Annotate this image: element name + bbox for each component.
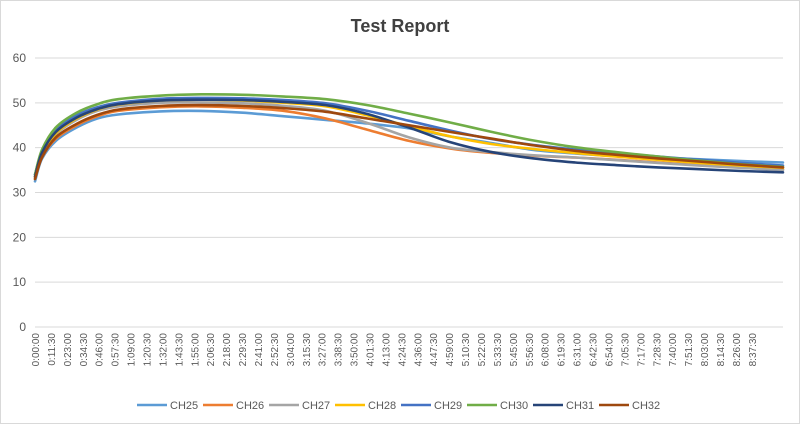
y-tick-label: 40 [13, 141, 27, 155]
x-tick-label: 3:50:00 [350, 333, 361, 367]
x-tick-label: 8:26:00 [732, 333, 743, 367]
x-tick-label: 5:10:30 [461, 333, 472, 367]
x-tick-label: 6:42:30 [589, 333, 600, 367]
legend-label: CH26 [236, 400, 264, 412]
x-tick-label: 4:36:00 [413, 333, 424, 367]
x-tick-label: 6:08:00 [541, 333, 552, 367]
x-tick-label: 5:33:30 [493, 333, 504, 367]
x-tick-label: 7:05:30 [620, 333, 631, 367]
gridlines [35, 57, 783, 328]
x-tick-label: 1:20:30 [143, 333, 154, 367]
x-tick-label: 7:40:00 [668, 333, 679, 367]
x-tick-label: 2:52:30 [270, 333, 281, 367]
x-tick-label: 4:13:00 [381, 333, 392, 367]
x-tick-label: 1:55:00 [190, 333, 201, 367]
x-tick-label: 8:14:30 [716, 333, 727, 367]
chart-title: Test Report [351, 16, 450, 36]
legend-label: CH28 [368, 400, 396, 412]
x-tick-label: 3:38:30 [334, 333, 345, 367]
series-lines [33, 92, 785, 183]
legend-label: CH29 [434, 400, 462, 412]
x-tick-label: 0:23:00 [63, 333, 74, 367]
series-line-ch32 [33, 103, 785, 181]
y-axis: 0 10 20 30 40 50 60 [13, 51, 27, 334]
x-tick-label: 8:03:00 [700, 333, 711, 367]
x-tick-label: 3:04:00 [286, 333, 297, 367]
x-tick-label: 4:24:30 [397, 333, 408, 367]
y-tick-label: 10 [13, 275, 27, 289]
legend: CH25 CH26 CH27 CH28 CH29 CH30 CH31 CH32 [137, 400, 660, 412]
x-tick-label: 0:11:30 [47, 333, 58, 366]
x-tick-label: 3:27:00 [318, 333, 329, 367]
y-tick-label: 30 [13, 186, 27, 200]
x-tick-label: 5:45:00 [509, 333, 520, 367]
x-tick-label: 1:43:30 [174, 333, 185, 367]
legend-label: CH32 [632, 400, 660, 412]
x-tick-label: 0:00:00 [31, 333, 42, 367]
x-tick-label: 1:32:00 [158, 333, 169, 367]
y-tick-label: 50 [13, 96, 27, 110]
x-tick-label: 2:18:00 [222, 333, 233, 367]
x-tick-label: 5:22:00 [477, 333, 488, 367]
x-tick-label: 0:34:30 [79, 333, 90, 367]
legend-label: CH27 [302, 400, 330, 412]
legend-label: CH30 [500, 400, 528, 412]
x-tick-label: 5:56:30 [525, 333, 536, 367]
x-tick-label: 1:09:00 [127, 333, 138, 367]
x-tick-label: 7:28:30 [652, 333, 663, 367]
x-tick-label: 4:01:30 [366, 333, 377, 367]
x-tick-label: 6:31:00 [573, 333, 584, 367]
x-tick-label: 0:57:30 [111, 333, 122, 367]
y-tick-label: 0 [19, 320, 26, 334]
x-tick-label: 8:37:30 [748, 333, 759, 367]
x-tick-label: 3:15:30 [302, 333, 313, 367]
series-line-ch31 [33, 98, 785, 179]
x-tick-label: 2:29:30 [238, 333, 249, 367]
x-tick-label: 7:51:30 [684, 333, 695, 367]
x-tick-label: 4:59:00 [445, 333, 456, 367]
y-tick-label: 20 [13, 230, 27, 244]
x-tick-label: 4:47:30 [429, 333, 440, 367]
x-axis: 0:00:00 0:11:30 0:23:00 0:34:30 0:46:00 0:57:… [31, 333, 759, 367]
x-tick-label: 2:41:00 [254, 333, 265, 367]
legend-label: CH25 [170, 400, 198, 412]
series-line-ch30 [33, 92, 785, 176]
x-tick-label: 2:06:30 [206, 333, 217, 367]
x-tick-label: 6:19:30 [557, 333, 568, 367]
x-tick-label: 0:46:00 [95, 333, 106, 367]
legend-label: CH31 [566, 400, 594, 412]
x-tick-label: 6:54:00 [604, 333, 615, 367]
x-tick-label: 7:17:00 [636, 333, 647, 367]
y-tick-label: 60 [13, 51, 27, 65]
